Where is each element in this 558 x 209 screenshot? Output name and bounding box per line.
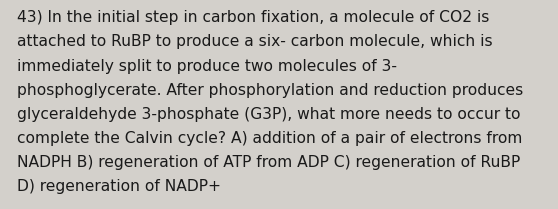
Text: glyceraldehyde 3-phosphate (G3P), what more needs to occur to: glyceraldehyde 3-phosphate (G3P), what m…	[17, 107, 520, 122]
Text: complete the Calvin cycle? A) addition of a pair of electrons from: complete the Calvin cycle? A) addition o…	[17, 131, 522, 146]
Text: 43) In the initial step in carbon fixation, a molecule of CO2 is: 43) In the initial step in carbon fixati…	[17, 10, 489, 25]
Text: phosphoglycerate. After phosphorylation and reduction produces: phosphoglycerate. After phosphorylation …	[17, 83, 523, 98]
Text: attached to RuBP to produce a six- carbon molecule, which is: attached to RuBP to produce a six- carbo…	[17, 34, 492, 50]
Text: NADPH B) regeneration of ATP from ADP C) regeneration of RuBP: NADPH B) regeneration of ATP from ADP C)…	[17, 155, 520, 170]
Text: immediately split to produce two molecules of 3-: immediately split to produce two molecul…	[17, 59, 397, 74]
Text: D) regeneration of NADP+: D) regeneration of NADP+	[17, 179, 221, 194]
